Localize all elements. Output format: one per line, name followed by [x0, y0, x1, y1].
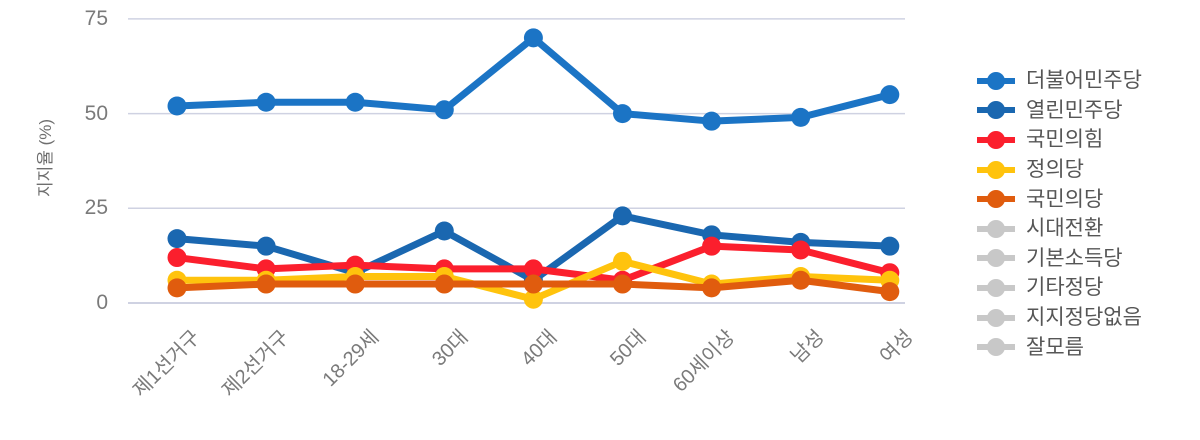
series-0-point-0	[167, 96, 187, 116]
series-3-point-5	[613, 251, 632, 271]
series-4-point-8	[880, 282, 900, 302]
series-2-point-7	[791, 240, 811, 260]
legend-label-6: 기본소득당	[1026, 246, 1123, 270]
legend-marker-icon	[977, 278, 1015, 297]
legend-marker-icon	[977, 190, 1015, 209]
legend-label-8: 지지정당없음	[1026, 306, 1142, 330]
legend-item-6: 기본소득당	[975, 244, 1142, 274]
series-2-point-4	[523, 259, 543, 279]
legend-marker-icon	[977, 308, 1015, 327]
legend-label-9: 잘모름	[1026, 335, 1084, 359]
legend-label-3: 정의당	[1026, 158, 1084, 182]
series-4-point-3	[434, 274, 454, 294]
series-1-point-0	[167, 229, 187, 249]
legend-marker-icon	[977, 338, 1015, 357]
legend-label-5: 시대전환	[1026, 217, 1104, 241]
legend-marker-icon	[977, 219, 1015, 238]
legend-item-5: 시대전환	[975, 214, 1142, 244]
legend-marker-icon	[977, 249, 1015, 268]
legend-item-2: 국민의힘	[975, 125, 1142, 155]
legend-label-4: 국민의당	[1026, 187, 1104, 211]
y-tick-label-25: 25	[84, 196, 108, 220]
series-0-point-4	[523, 28, 543, 48]
series-0-point-8	[880, 85, 900, 105]
series-2-point-0	[167, 248, 187, 268]
series-line-0	[173, 34, 894, 125]
series-0-point-6	[702, 111, 722, 131]
legend-marker-icon	[977, 130, 1015, 149]
legend-marker-icon	[977, 160, 1015, 179]
series-4-point-4	[523, 274, 543, 294]
legend-marker-icon	[977, 71, 1015, 90]
y-tick-label-0: 0	[96, 291, 108, 314]
series-0-point-1	[256, 92, 276, 112]
legend-item-0: 더불어민주당	[975, 66, 1142, 96]
series-4-point-7	[791, 270, 811, 290]
y-tick-label-50: 50	[84, 101, 108, 125]
series-3-point-4	[523, 289, 543, 309]
legend-label-2: 국민의힘	[1026, 128, 1104, 152]
series-4-point-1	[256, 274, 276, 294]
legend-item-8: 지지정당없음	[975, 303, 1142, 333]
legend-item-4: 국민의당	[975, 184, 1142, 214]
legend-label-0: 더불어민주당	[1026, 69, 1142, 93]
series-4-point-0	[167, 278, 187, 298]
series-0-point-5	[613, 104, 632, 124]
legend-label-7: 기타정당	[1026, 276, 1104, 300]
series-0-point-7	[791, 107, 811, 127]
series-0-point-2	[345, 92, 365, 112]
series-4-point-5	[613, 274, 632, 294]
series-1-point-5	[613, 206, 632, 226]
series-1-point-8	[880, 236, 900, 256]
series-1-point-3	[434, 221, 454, 241]
legend-item-3: 정의당	[975, 155, 1142, 185]
series-0-point-3	[434, 100, 454, 120]
series-4-point-2	[345, 274, 365, 294]
legend-item-1: 열린민주당	[975, 96, 1142, 126]
y-tick-label-75: 75	[84, 6, 108, 30]
series-1-point-1	[256, 236, 276, 256]
series-4-point-6	[702, 278, 722, 298]
series-2-point-6	[702, 236, 722, 256]
legend-item-7: 기타정당	[975, 273, 1142, 303]
legend-marker-icon	[977, 101, 1015, 120]
legend-item-9: 잘모름	[975, 332, 1142, 362]
legend-label-1: 열린민주당	[1026, 98, 1123, 122]
